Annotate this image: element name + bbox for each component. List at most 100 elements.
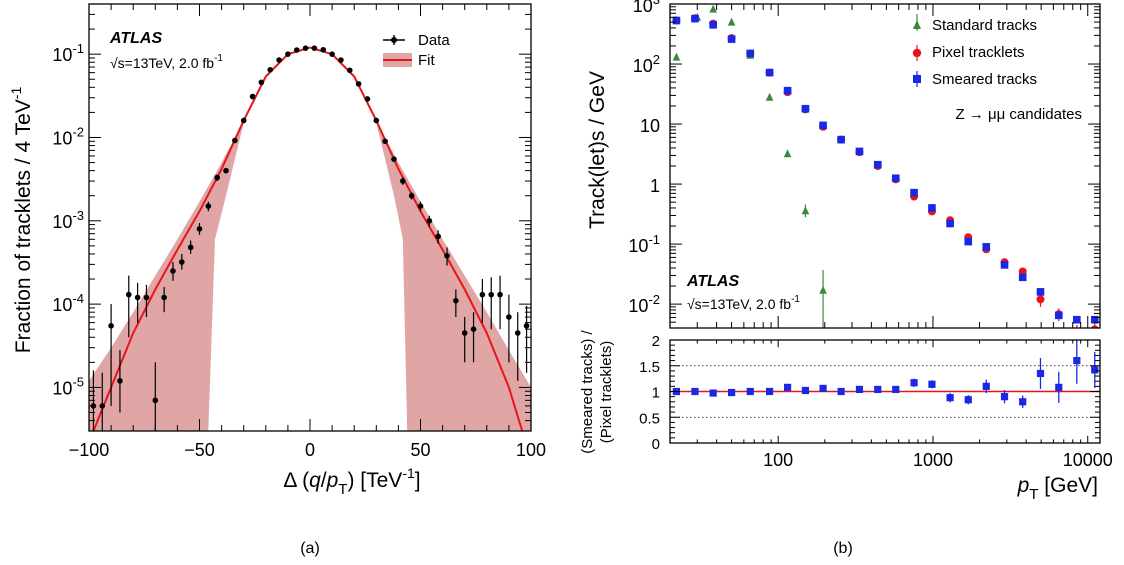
data-point bbox=[373, 117, 380, 124]
x-tick-label: 1000 bbox=[913, 450, 953, 470]
x-tick-label: −50 bbox=[184, 440, 215, 460]
triangle-point bbox=[819, 270, 827, 328]
data-marker bbox=[179, 259, 185, 265]
y-tick-label: 10 bbox=[640, 116, 660, 136]
panel-b-x-ticks bbox=[669, 4, 1089, 328]
data-marker bbox=[249, 93, 256, 100]
smeared-track-marker bbox=[765, 68, 774, 77]
data-marker bbox=[470, 326, 477, 332]
fit-line bbox=[92, 46, 524, 431]
panel-a-energy-label: √s=13TeV, 2.0 fb-1 bbox=[110, 53, 223, 71]
data-marker bbox=[302, 45, 309, 51]
square-point bbox=[873, 160, 882, 169]
data-point bbox=[223, 167, 229, 174]
data-marker bbox=[205, 203, 212, 209]
ratio-point bbox=[727, 388, 736, 397]
data-marker bbox=[355, 81, 362, 87]
data-point bbox=[408, 192, 415, 200]
data-point bbox=[187, 240, 194, 254]
square-point bbox=[1054, 311, 1063, 320]
ratio-x-ticks: 100 1000 10000 bbox=[669, 340, 1113, 470]
data-point bbox=[426, 215, 433, 227]
ratio-y-tick-label: 0.5 bbox=[639, 410, 660, 427]
data-marker bbox=[143, 294, 150, 301]
square-point bbox=[910, 188, 918, 197]
square-point bbox=[746, 49, 755, 58]
data-marker bbox=[285, 51, 291, 57]
y-tick-label: 10-4 bbox=[52, 291, 84, 315]
smeared-track-marker bbox=[982, 243, 991, 251]
circle-point bbox=[1074, 324, 1079, 328]
fit-curve bbox=[92, 46, 524, 431]
square-point bbox=[709, 21, 717, 29]
data-marker bbox=[152, 397, 159, 404]
pixel-tracklet-marker bbox=[1018, 267, 1027, 276]
ratio-point bbox=[892, 385, 900, 394]
smeared-track-marker bbox=[1036, 288, 1045, 296]
circle-point bbox=[1018, 267, 1027, 276]
standard-track-marker bbox=[801, 206, 810, 215]
triangle-point bbox=[727, 17, 736, 26]
square-point bbox=[837, 135, 845, 144]
data-point bbox=[214, 174, 220, 182]
data-marker bbox=[240, 117, 247, 124]
ratio-y-axis-title-line2: (Pixel tracklets) bbox=[598, 341, 615, 444]
ratio-point bbox=[982, 379, 990, 394]
data-marker bbox=[417, 203, 424, 209]
standard-track-marker bbox=[672, 52, 681, 61]
ratio-marker bbox=[1055, 383, 1063, 391]
data-point bbox=[444, 247, 450, 266]
panel-b-chart: 10-210-1110102103 Track(let)s / GeV ATLA… bbox=[579, 0, 1113, 503]
ratio-marker bbox=[801, 386, 810, 395]
ratio-marker bbox=[1019, 398, 1027, 406]
circle-point bbox=[1036, 293, 1045, 307]
y-tick-label: 10-5 bbox=[52, 374, 84, 398]
data-point bbox=[249, 93, 256, 100]
data-marker bbox=[506, 314, 512, 320]
y-tick-label: 10-3 bbox=[52, 208, 84, 232]
square-point bbox=[891, 174, 900, 183]
data-point bbox=[338, 57, 344, 63]
spectrum-points bbox=[672, 4, 1099, 328]
standard-track-marker bbox=[783, 149, 792, 158]
y-tick-label: 1 bbox=[650, 176, 660, 196]
data-marker bbox=[497, 291, 503, 298]
ratio-marker bbox=[819, 384, 827, 393]
panel-a-legend: Data Fit bbox=[383, 32, 450, 69]
data-point bbox=[497, 275, 503, 330]
data-point bbox=[99, 372, 106, 431]
data-point bbox=[108, 304, 114, 406]
data-marker bbox=[258, 79, 265, 86]
ratio-points bbox=[672, 340, 1099, 408]
triangle-point bbox=[709, 4, 717, 13]
data-point bbox=[355, 81, 362, 87]
panel-a-y-ticks: 10-5 10-4 10-3 10-2 10-1 bbox=[52, 3, 531, 432]
ratio-marker bbox=[765, 387, 774, 396]
data-marker bbox=[453, 297, 459, 304]
data-marker bbox=[346, 67, 353, 74]
data-marker bbox=[364, 96, 371, 102]
data-point bbox=[170, 262, 176, 281]
data-marker bbox=[232, 137, 238, 144]
smeared-track-marker bbox=[855, 147, 864, 156]
ratio-marker bbox=[855, 385, 864, 394]
data-marker bbox=[320, 46, 327, 53]
data-marker bbox=[196, 226, 203, 232]
data-marker bbox=[338, 57, 344, 63]
square-point bbox=[727, 35, 736, 43]
ratio-marker bbox=[946, 394, 954, 402]
ratio-point bbox=[837, 387, 845, 396]
panel-b-caption: (b) bbox=[833, 540, 853, 557]
standard-track-marker bbox=[727, 17, 736, 26]
pixel-tracklet-marker bbox=[1036, 295, 1045, 304]
ratio-point bbox=[1073, 340, 1081, 384]
data-marker bbox=[514, 330, 521, 336]
ratio-point bbox=[801, 386, 810, 395]
x-tick-label: −100 bbox=[69, 440, 110, 460]
smeared-track-marker bbox=[1090, 315, 1099, 324]
fit-band-area bbox=[89, 47, 531, 431]
data-marker bbox=[108, 322, 114, 329]
panel-b-y-ticks: 10-2 10-1 1 10 102 103 bbox=[628, 0, 1100, 329]
data-point bbox=[196, 223, 203, 235]
